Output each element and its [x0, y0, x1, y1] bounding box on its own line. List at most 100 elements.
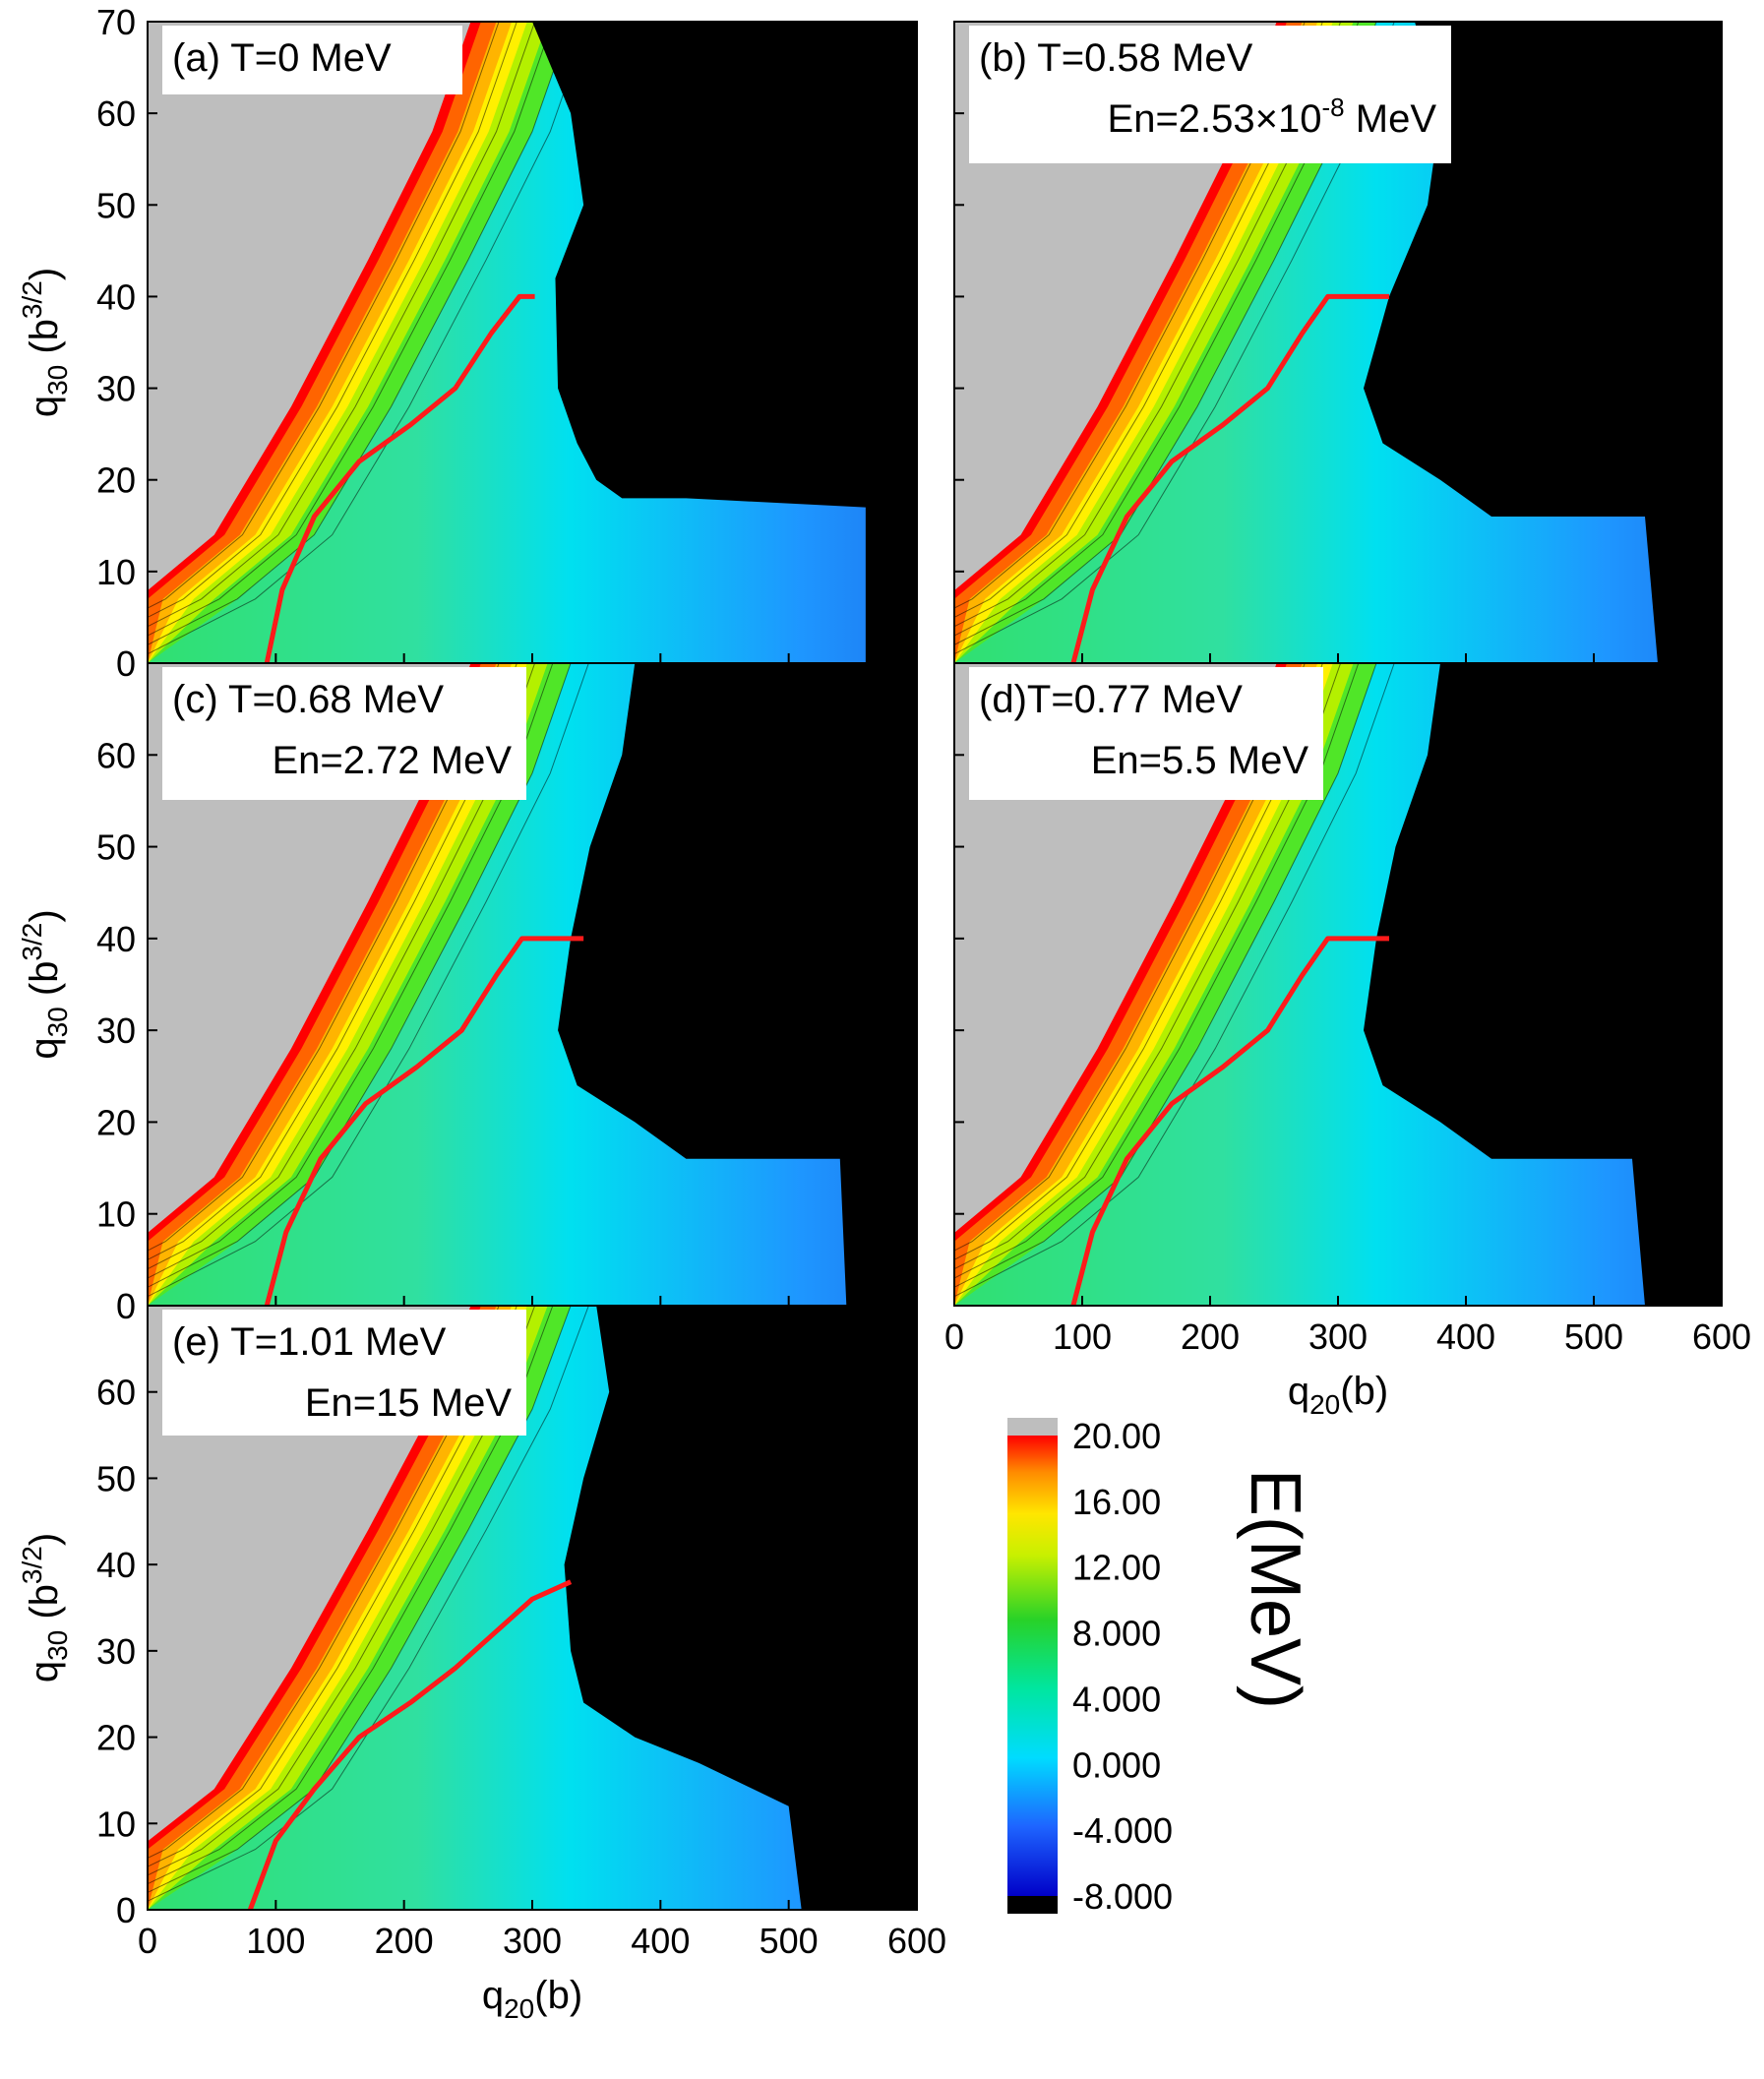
colorbar-above-max — [1007, 1418, 1058, 1436]
above-max-region — [954, 22, 1277, 599]
panel-e-field — [148, 1306, 917, 1910]
colorbar-tick-label: 0.000 — [1072, 1744, 1161, 1785]
panel-label-line1: (d)T=0.77 MeV — [979, 678, 1243, 721]
y-tick-label: 30 — [96, 1010, 136, 1051]
y-tick-label: 0 — [116, 1890, 136, 1930]
y-tick-label: 40 — [96, 276, 136, 317]
contour-line — [148, 1306, 589, 1902]
y-tick-label: 10 — [96, 552, 136, 592]
contour-line — [148, 22, 589, 655]
colorbar-tick-label: -8.000 — [1072, 1876, 1173, 1917]
y-tick-label: 60 — [96, 1373, 136, 1413]
panels-layer: (a) T=0 MeV 0 10 20 30 40 50 60 70 q30 (b3/2) (b) … — [17, 2, 1751, 2024]
y-tick-label: 70 — [96, 2, 136, 42]
panel-label-e: (e) T=1.01 MeV En=15 MeV — [162, 1310, 526, 1436]
x-axis-title: q20(b) — [1288, 1370, 1388, 1420]
y-tick-label: 30 — [96, 369, 136, 409]
above-max-region — [148, 1306, 471, 1850]
panel-a: (a) T=0 MeV 0 10 20 30 40 50 60 70 q30 (b3/2) — [17, 2, 918, 684]
y-tick-label: 0 — [116, 643, 136, 684]
panel-b: (b) T=0.58 MeV En=2.53×10-8 MeV — [953, 21, 1723, 664]
contour-line — [148, 22, 517, 618]
y-tick-label: 10 — [96, 1194, 136, 1235]
y-tick-label: 20 — [96, 1102, 136, 1142]
panel-label-line2: En=15 MeV — [305, 1381, 512, 1425]
y-tick-label: 50 — [96, 185, 136, 225]
contour-line — [954, 663, 1377, 1288]
contour-line — [148, 663, 572, 1288]
panel-label-a: (a) T=0 MeV — [162, 26, 462, 94]
above-max-region — [148, 663, 471, 1242]
panel-label-line1: (c) T=0.68 MeV — [172, 678, 444, 721]
x-tick-label: 200 — [375, 1921, 434, 1961]
colorbar-title: E(MeV) — [1236, 1469, 1314, 1709]
x-tick-label: 400 — [631, 1921, 690, 1961]
contour-line — [148, 22, 554, 637]
y-tick-label: 20 — [96, 460, 136, 501]
panel-label-line2: En=2.53×10-8 MeV — [1108, 92, 1437, 141]
fission-path — [264, 293, 535, 663]
panel-label-line2: En=5.5 MeV — [1091, 739, 1309, 782]
contour-line — [148, 22, 572, 645]
below-min-region — [532, 22, 917, 663]
x-tick-label: 300 — [1308, 1316, 1368, 1357]
y-tick-label: 50 — [96, 1458, 136, 1498]
y-tick-label: 30 — [96, 1631, 136, 1672]
panel-label-line1: (b) T=0.58 MeV — [979, 36, 1253, 80]
contour-line — [954, 663, 1395, 1298]
x-axis-title: q20(b) — [482, 1974, 582, 2024]
panel-label-b: (b) T=0.58 MeV En=2.53×10-8 MeV — [969, 26, 1451, 163]
colorbar-below-min — [1007, 1896, 1058, 1914]
y-axis-title: q30 (b3/2) — [17, 1533, 73, 1682]
y-tick-label: 0 — [116, 1286, 136, 1326]
contour-line — [148, 663, 589, 1298]
fission-path — [1070, 293, 1389, 663]
x-tick-label: 0 — [138, 1921, 157, 1961]
y-tick-label: 60 — [96, 735, 136, 775]
panel-label-line1: (a) T=0 MeV — [172, 36, 392, 80]
y-tick-label: 60 — [96, 93, 136, 134]
fission-path — [1070, 936, 1389, 1306]
contour-line — [148, 1306, 572, 1893]
x-tick-label: 200 — [1181, 1316, 1240, 1357]
fission-path — [264, 936, 584, 1306]
x-tick-label: 300 — [503, 1921, 562, 1961]
colorbar-tick-label: 8.000 — [1072, 1614, 1161, 1654]
x-tick-label: 500 — [1564, 1316, 1623, 1357]
panel-label-line1: (e) T=1.01 MeV — [172, 1320, 447, 1364]
colorbar-tick-label: 20.00 — [1072, 1416, 1161, 1456]
colorbar-tick-label: -4.000 — [1072, 1810, 1173, 1851]
colorbar-ticks: 20.00 16.00 12.00 8.000 4.000 0.000 -4.000 -8.0… — [1072, 1416, 1173, 1917]
panel-c-field — [148, 663, 917, 1306]
y-tick-label: 40 — [96, 1545, 136, 1585]
below-min-region — [564, 1306, 917, 1910]
y-tick-label: 20 — [96, 1718, 136, 1758]
x-tick-label: 500 — [760, 1921, 819, 1961]
x-tick-label: 0 — [944, 1316, 964, 1357]
above-max-region — [148, 22, 471, 599]
contour-line — [148, 22, 536, 628]
x-tick-label: 600 — [1692, 1316, 1751, 1357]
panel-a-field — [148, 22, 917, 663]
colorbar-gradient — [1007, 1436, 1058, 1896]
colorbar-tick-label: 4.000 — [1072, 1679, 1161, 1719]
below-min-region — [1364, 663, 1722, 1306]
below-min-region — [1364, 22, 1722, 663]
below-min-region — [558, 663, 917, 1306]
x-tick-label: 600 — [887, 1921, 946, 1961]
fission-path — [247, 1579, 573, 1910]
x-tick-label: 400 — [1436, 1316, 1495, 1357]
panel-label-line2: En=2.72 MeV — [273, 739, 513, 782]
x-tick-label: 100 — [246, 1921, 305, 1961]
panel-label-c: (c) T=0.68 MeV En=2.72 MeV — [162, 667, 526, 800]
colorbar-tick-label: 16.00 — [1072, 1482, 1161, 1522]
y-tick-label: 50 — [96, 827, 136, 868]
y-tick-label: 10 — [96, 1804, 136, 1844]
panel-d: (d)T=0.77 MeV En=5.5 MeV 0 100 200 300 400 500 6… — [944, 662, 1751, 1420]
colorbar: 20.00 16.00 12.00 8.000 4.000 0.000 -4.000 -8.0… — [1007, 1416, 1314, 1917]
y-axis-title: q30 (b3/2) — [17, 268, 73, 417]
above-max-region — [954, 663, 1277, 1242]
y-axis-title: q30 (b3/2) — [17, 909, 73, 1059]
